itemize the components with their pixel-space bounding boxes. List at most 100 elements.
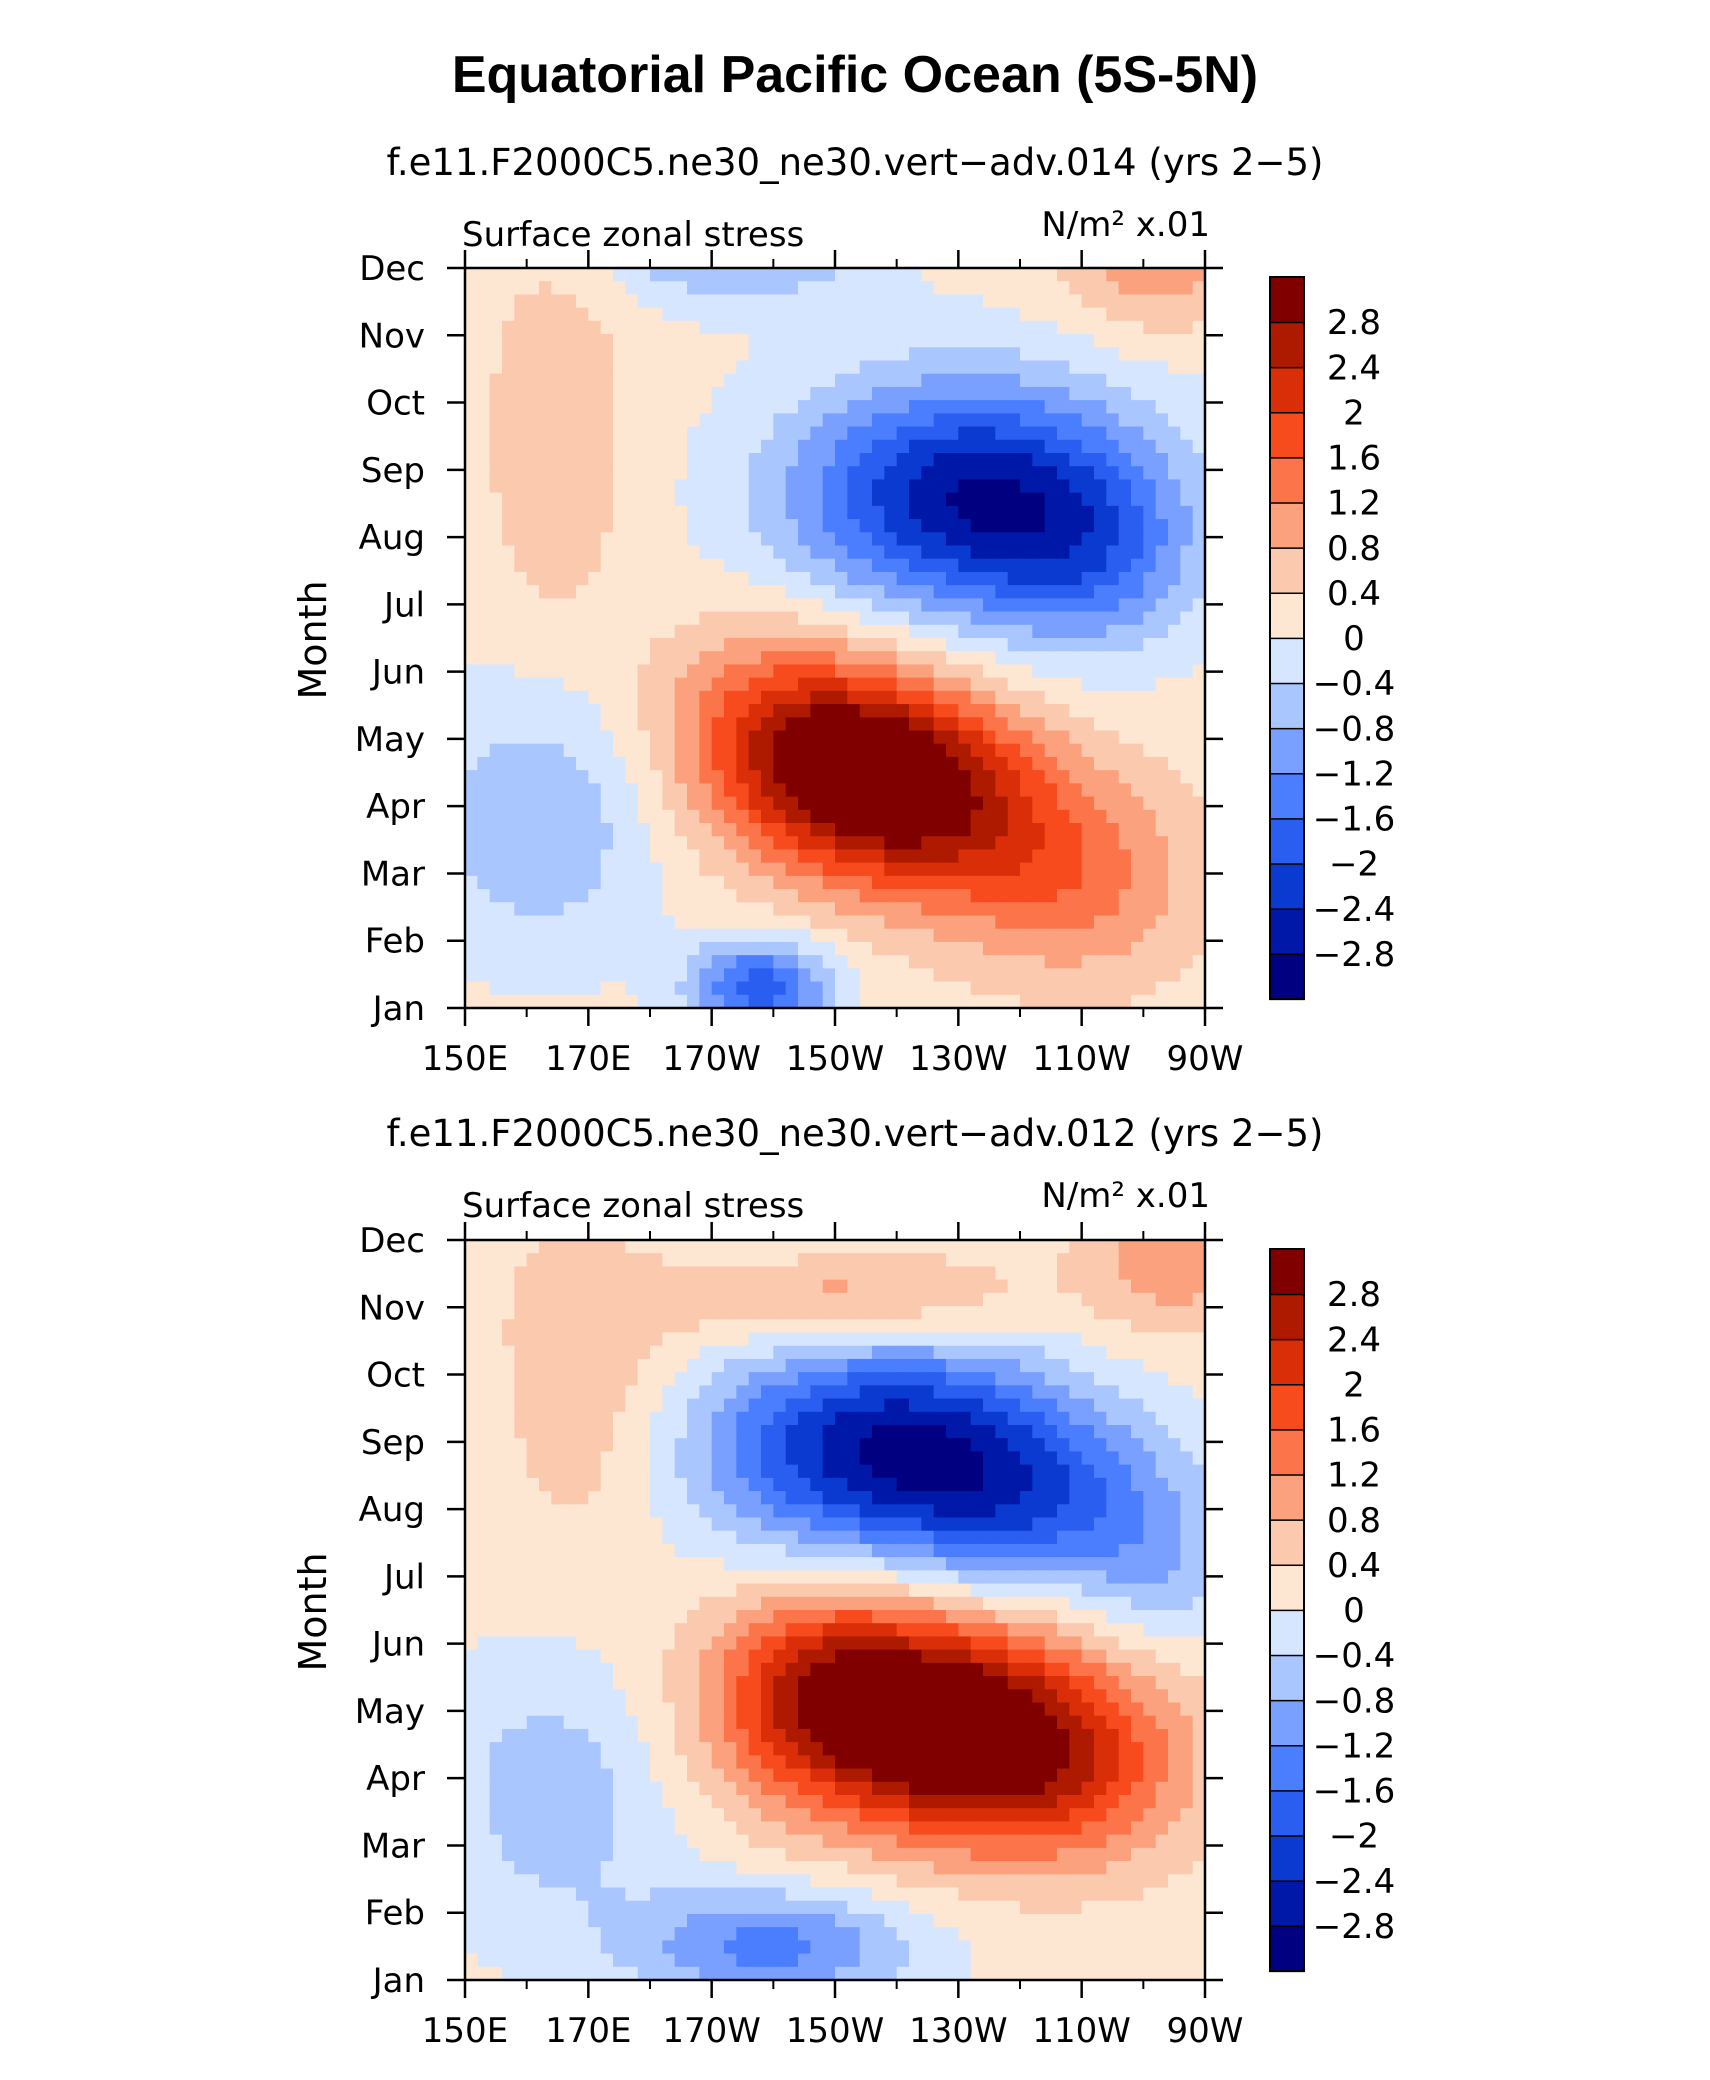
- heatmap-cell: [872, 994, 885, 1009]
- heatmap-cell: [822, 1306, 836, 1320]
- heatmap-cell: [588, 1319, 602, 1334]
- heatmap-cell: [1106, 1530, 1120, 1545]
- heatmap-cell: [1057, 928, 1070, 943]
- heatmap-cell: [1032, 1438, 1046, 1453]
- heatmap-cell: [970, 796, 984, 811]
- heatmap-cell: [761, 320, 774, 335]
- heatmap-cell: [502, 611, 515, 626]
- heatmap-cell: [613, 1253, 626, 1268]
- heatmap-cell: [724, 268, 737, 282]
- heatmap-cell: [514, 717, 528, 732]
- heatmap-cell: [724, 505, 737, 520]
- heatmap-cell: [933, 466, 947, 481]
- heatmap-cell: [872, 1385, 885, 1400]
- heatmap-cell: [625, 836, 639, 851]
- heatmap-cell: [859, 294, 873, 309]
- heatmap-cell: [896, 1411, 910, 1426]
- heatmap-cell: [896, 268, 910, 282]
- heatmap-cell: [724, 545, 737, 560]
- heatmap-cell: [551, 1332, 565, 1347]
- heatmap-cell: [1143, 743, 1157, 758]
- heatmap-cell: [1044, 519, 1058, 533]
- heatmap-cell: [896, 519, 910, 533]
- heatmap-cell: [1192, 1345, 1206, 1360]
- heatmap-cell: [921, 373, 935, 388]
- heatmap-cell: [650, 809, 663, 824]
- heatmap-cell: [1106, 386, 1120, 401]
- colorbar-box: [1269, 366, 1305, 414]
- heatmap-cell: [761, 1451, 774, 1466]
- heatmap-cell: [563, 783, 577, 798]
- heatmap-cell: [1192, 823, 1206, 837]
- heatmap-cell: [662, 307, 676, 322]
- heatmap-cell: [551, 1358, 565, 1373]
- heatmap-cell: [872, 466, 885, 481]
- heatmap-cell: [576, 1504, 589, 1519]
- heatmap-cell: [1168, 545, 1181, 560]
- heatmap-cell: [785, 347, 799, 362]
- heatmap-cell: [1020, 400, 1033, 414]
- heatmap-cell: [514, 677, 528, 692]
- heatmap-cell: [613, 492, 626, 507]
- heatmap-cell: [748, 400, 762, 414]
- heatmap-cell: [970, 1425, 984, 1439]
- heatmap-cell: [563, 1451, 577, 1466]
- heatmap-cell: [588, 479, 602, 494]
- heatmap-cell: [872, 268, 885, 282]
- heatmap-cell: [1069, 1517, 1083, 1532]
- heatmap-cell: [773, 1438, 787, 1453]
- heatmap-cell: [563, 849, 577, 864]
- heatmap-cell: [1069, 981, 1083, 996]
- heatmap-cell: [576, 1279, 589, 1294]
- heatmap-cell: [822, 1240, 836, 1254]
- heatmap-cell: [995, 571, 1009, 586]
- heatmap-cell: [933, 875, 947, 890]
- heatmap-cell: [822, 492, 836, 507]
- heatmap-cell: [921, 743, 935, 758]
- heatmap-cell: [946, 334, 959, 348]
- heatmap-cell: [613, 1358, 626, 1373]
- heatmap-cell: [896, 585, 910, 599]
- heatmap-cell: [526, 492, 540, 507]
- heatmap-cell: [489, 479, 503, 494]
- heatmap-cell: [539, 413, 552, 428]
- heatmap-cell: [835, 783, 848, 798]
- heatmap-cell: [588, 585, 602, 599]
- heatmap-cell: [1007, 915, 1021, 930]
- heatmap-cell: [526, 439, 540, 454]
- heatmap-cell: [773, 1411, 787, 1426]
- heatmap-cell: [1131, 902, 1144, 917]
- heatmap-cell: [551, 638, 565, 652]
- heatmap-cell: [1168, 1451, 1181, 1466]
- heatmap-cell: [699, 1372, 713, 1386]
- heatmap-cell: [847, 704, 861, 718]
- heatmap-cell: [600, 624, 614, 639]
- heatmap-cell: [637, 981, 651, 996]
- heatmap-cell: [637, 453, 651, 467]
- heatmap-cell: [1044, 743, 1058, 758]
- heatmap-cell: [1007, 730, 1021, 745]
- heatmap-cell: [699, 1411, 713, 1426]
- heatmap-cell: [909, 1398, 922, 1413]
- heatmap-cell: [477, 1372, 491, 1386]
- heatmap-cell: [872, 373, 885, 388]
- heatmap-cell: [736, 360, 750, 375]
- heatmap-cell: [1044, 756, 1058, 771]
- heatmap-cell: [798, 585, 811, 599]
- heatmap-cell: [785, 1266, 799, 1281]
- heatmap-cell: [909, 836, 922, 851]
- heatmap-cell: [983, 1411, 996, 1426]
- heatmap-cell: [1180, 611, 1194, 626]
- heatmap-cell: [995, 1530, 1009, 1545]
- heatmap-cell: [711, 638, 725, 652]
- heatmap-cell: [736, 294, 750, 309]
- heatmap-cell: [1168, 994, 1181, 1009]
- heatmap-cell: [810, 1292, 824, 1307]
- heatmap-cell: [724, 915, 737, 930]
- heatmap-cell: [1180, 1279, 1194, 1294]
- heatmap-cell: [674, 439, 688, 454]
- heatmap-cell: [650, 426, 663, 441]
- heatmap-cell: [748, 386, 762, 401]
- heatmap-cell: [896, 1425, 910, 1439]
- heatmap-cell: [576, 981, 589, 996]
